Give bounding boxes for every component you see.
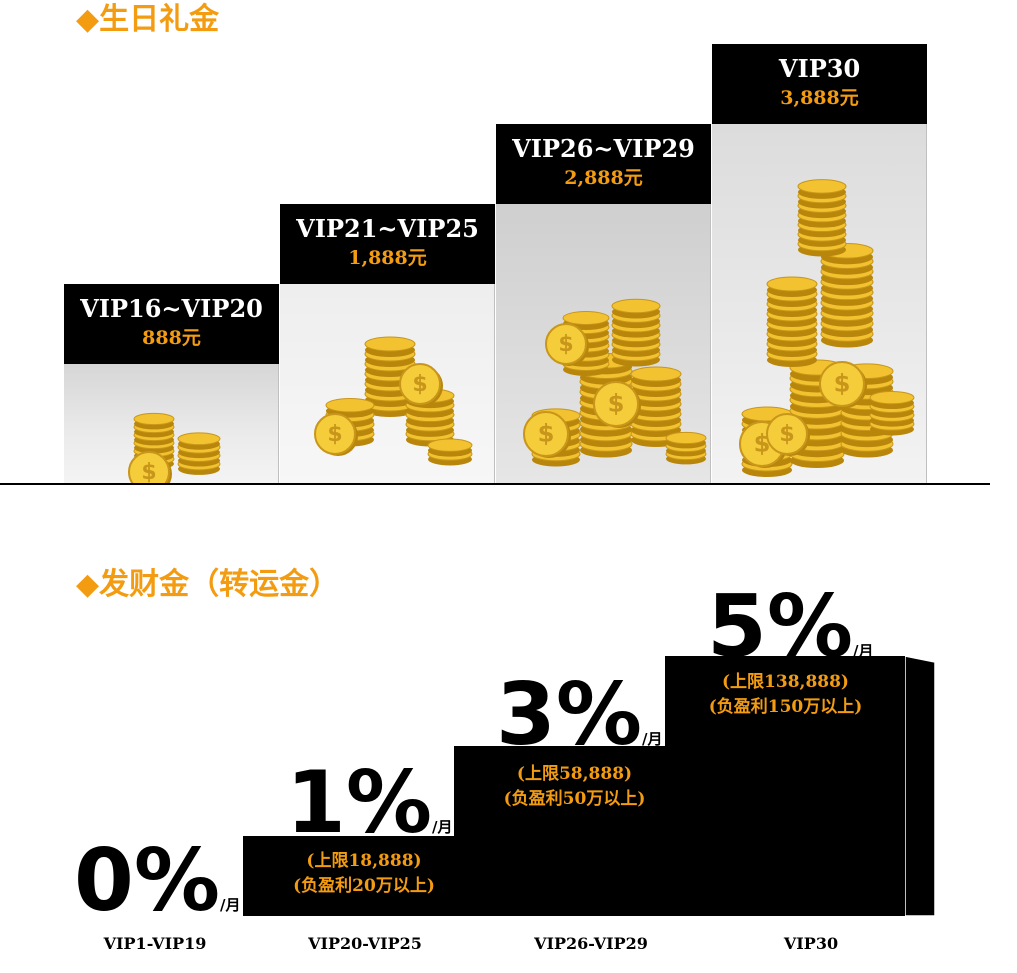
svg-text:$: $ bbox=[538, 420, 555, 448]
tier-image-vip16-20: $ bbox=[64, 364, 279, 484]
percent-vip26-29: 3%/月 bbox=[496, 665, 663, 765]
coin-stack-large-icon: $ $ $ bbox=[523, 298, 707, 467]
fortune-block-vip26-29 bbox=[454, 746, 695, 916]
tier-header-vip30: VIP30 3,888元 bbox=[712, 44, 927, 124]
tier-image-vip21-25: $ $ bbox=[280, 284, 495, 484]
tier-header-vip26-29: VIP26~VIP29 2,888元 bbox=[496, 124, 711, 204]
vip-label-1-19: VIP1-VIP19 bbox=[103, 934, 207, 953]
tier-name: VIP26~VIP29 bbox=[512, 134, 695, 163]
limit-text-vip20-25: (上限18,888) (负盈利20万以上) bbox=[293, 851, 435, 896]
fortune-block-vip20-25 bbox=[243, 836, 485, 916]
vip-label-30: VIP30 bbox=[783, 934, 839, 953]
birthday-section-title: ◆生日礼金 bbox=[76, 2, 220, 37]
percent-vip30: 5%/月 bbox=[707, 577, 874, 677]
per-month-unit: /月 bbox=[642, 730, 663, 748]
per-month-unit: /月 bbox=[220, 896, 241, 914]
vip-label-20-25: VIP20-VIP25 bbox=[308, 934, 422, 953]
svg-text:$: $ bbox=[327, 422, 342, 447]
fortune-section-title: ◆发财金（转运金） bbox=[76, 567, 340, 602]
tier-amount: 3,888元 bbox=[780, 87, 859, 109]
coin-stack-huge-icon: $$$ bbox=[739, 179, 915, 477]
svg-text:$: $ bbox=[779, 422, 794, 447]
vip-label-26-29: VIP26-VIP29 bbox=[534, 934, 648, 953]
svg-text:$: $ bbox=[141, 460, 156, 484]
per-month-unit: /月 bbox=[432, 818, 453, 836]
percent-vip1-19: 0%/月 bbox=[74, 831, 241, 931]
limit-text-vip26-29: (上限58,888) (负盈利50万以上) bbox=[503, 764, 646, 809]
svg-text:$: $ bbox=[558, 332, 573, 357]
tier-amount: 888元 bbox=[142, 327, 201, 349]
svg-text:$: $ bbox=[834, 370, 851, 398]
coin-stack-medium-icon: $$ bbox=[314, 336, 473, 466]
fortune-block-vip30 bbox=[665, 656, 906, 916]
tier-name: VIP30 bbox=[778, 54, 861, 83]
tier-amount: 2,888元 bbox=[564, 167, 643, 189]
tier-amount: 1,888元 bbox=[348, 247, 427, 269]
baseline-divider bbox=[0, 483, 990, 485]
tier-header-vip16-20: VIP16~VIP20 888元 bbox=[64, 284, 279, 364]
fortune-block-side bbox=[905, 656, 936, 917]
tier-image-vip30: $ $ $ bbox=[712, 124, 927, 484]
per-month-unit: /月 bbox=[853, 642, 874, 660]
tier-name: VIP21~VIP25 bbox=[296, 214, 479, 243]
limit-text-vip30: (上限138,888) (负盈利150万以上) bbox=[708, 672, 863, 717]
tier-image-vip26-29: $ $ $ bbox=[496, 204, 711, 484]
svg-text:$: $ bbox=[412, 372, 427, 397]
percent-vip20-25: 1%/月 bbox=[286, 753, 453, 853]
tier-header-vip21-25: VIP21~VIP25 1,888元 bbox=[280, 204, 495, 284]
svg-text:$: $ bbox=[608, 390, 625, 418]
coin-stack-small-icon: $ bbox=[128, 412, 221, 484]
tier-name: VIP16~VIP20 bbox=[80, 294, 263, 323]
